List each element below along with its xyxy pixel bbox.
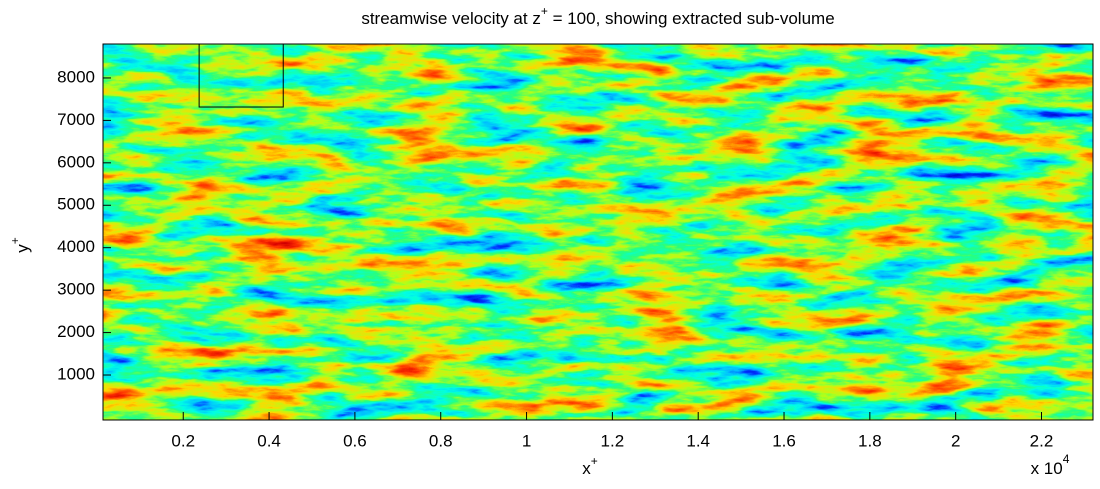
x-tick-label: 0.6	[343, 431, 367, 450]
y-tick-label: 6000	[57, 152, 95, 171]
x-tick-label: 1.6	[772, 431, 796, 450]
y-tick-label: 7000	[57, 110, 95, 129]
chart-title: streamwise velocity at z+ = 100, showing…	[361, 4, 834, 28]
x-tick-label: 0.8	[429, 431, 453, 450]
y-tick-label: 5000	[57, 195, 95, 214]
y-tick-label: 3000	[57, 280, 95, 299]
x-tick-label: 1	[522, 431, 531, 450]
sub-volume-box	[198, 43, 284, 108]
x-tick-label: 0.4	[257, 431, 281, 450]
y-tick-label: 4000	[57, 237, 95, 256]
x-tick-label: 2.2	[1030, 431, 1054, 450]
x-tick-label: 1.4	[686, 431, 710, 450]
y-tick-label: 8000	[57, 67, 95, 86]
x-axis-label: x+	[582, 454, 598, 478]
x-tick-label: 1.2	[601, 431, 625, 450]
x-tick-label: 0.2	[171, 431, 195, 450]
x-multiplier: x 104	[1031, 452, 1070, 478]
y-axis-label: y+	[8, 237, 32, 253]
x-tick-label: 1.8	[858, 431, 882, 450]
y-tick-label: 2000	[57, 322, 95, 341]
x-tick-label: 2	[951, 431, 960, 450]
plot-frame	[102, 43, 1094, 421]
y-tick-label: 1000	[57, 365, 95, 384]
heatmap-field	[103, 44, 1093, 420]
